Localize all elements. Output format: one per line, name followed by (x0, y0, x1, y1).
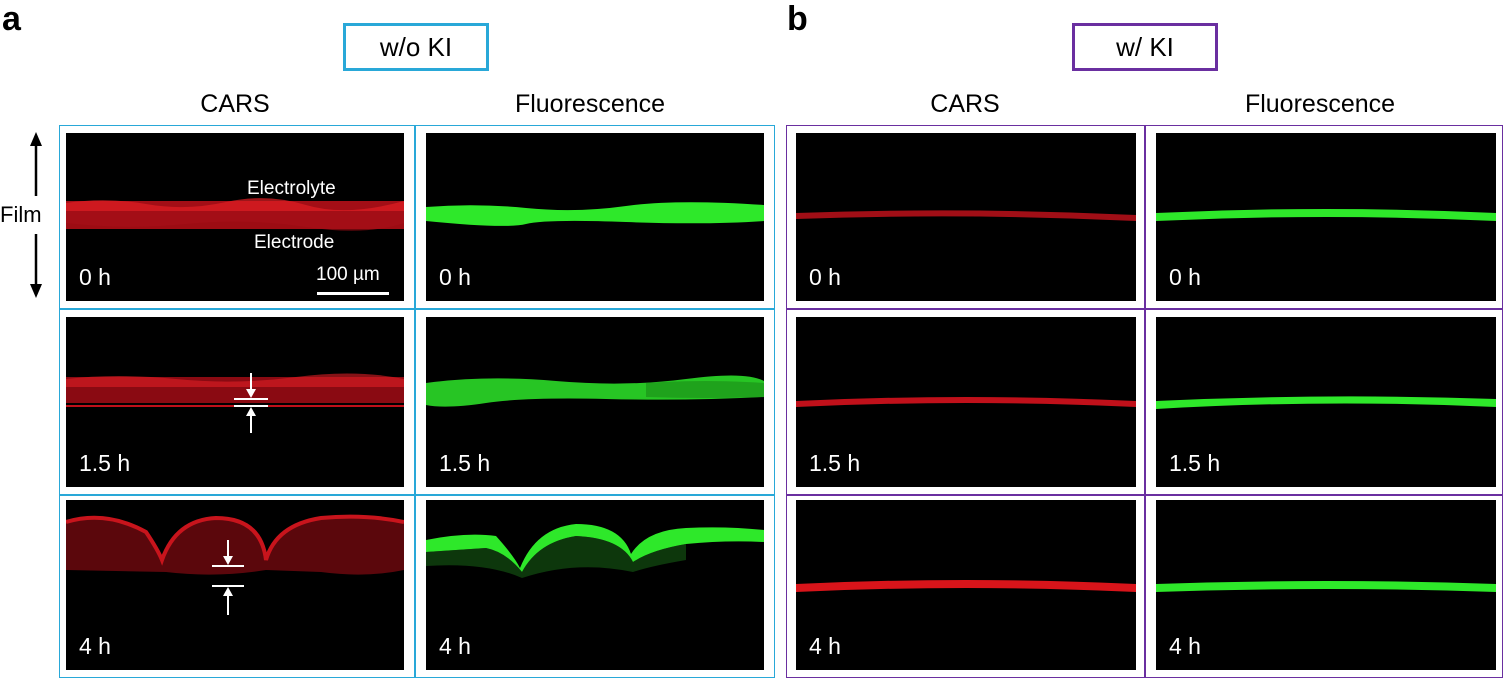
electrode-label: Electrode (254, 232, 335, 253)
divider (414, 126, 416, 677)
time-label: 0 h (439, 264, 471, 290)
time-label: 0 h (809, 264, 841, 290)
image-cars-a-0h: Electrolyte Electrode 100 µm 0 h (66, 133, 404, 301)
col-title-cars-a: CARS (200, 90, 270, 118)
time-label: 0 h (79, 264, 111, 290)
image-cars-b-1.5h: 1.5 h (796, 317, 1136, 487)
time-label: 4 h (809, 633, 841, 659)
image-cars-a-4h: 4 h (66, 500, 404, 670)
scale-bar (317, 292, 389, 295)
electrolyte-label: Electrolyte (247, 178, 336, 199)
time-label: 4 h (79, 633, 111, 659)
time-label: 1.5 h (1169, 450, 1221, 476)
film-axis: Film (0, 130, 60, 300)
divider (787, 494, 1502, 496)
condition-label: w/ KI (1116, 31, 1174, 62)
image-cars-b-4h: 4 h (796, 500, 1136, 670)
divider (787, 308, 1502, 310)
divider (60, 494, 774, 496)
divider (60, 308, 774, 310)
time-label: 4 h (439, 633, 471, 659)
image-fluorescence-b-4h: 4 h (1156, 500, 1496, 670)
col-title-cars-b: CARS (930, 90, 1000, 118)
time-label: 0 h (1169, 264, 1201, 290)
col-title-fluorescence-a: Fluorescence (514, 90, 666, 118)
time-label: 4 h (1169, 633, 1201, 659)
image-fluorescence-a-4h: 4 h (426, 500, 764, 670)
image-fluorescence-b-0h: 0 h (1156, 133, 1496, 301)
scale-bar-label: 100 µm (316, 264, 380, 285)
image-fluorescence-b-1.5h: 1.5 h (1156, 317, 1496, 487)
condition-box-with-ki: w/ KI (1072, 23, 1218, 71)
film-label: Film (0, 202, 42, 227)
panel-letter-b: b (787, 0, 808, 38)
image-cars-a-1.5h: 1.5 h (66, 317, 404, 487)
time-label: 1.5 h (79, 450, 131, 476)
time-label: 1.5 h (809, 450, 861, 476)
panel-letter-a: a (2, 0, 21, 38)
condition-label: w/o KI (379, 31, 453, 62)
image-cars-b-0h: 0 h (796, 133, 1136, 301)
divider (1144, 126, 1146, 677)
condition-box-without-ki: w/o KI (343, 23, 489, 71)
image-fluorescence-a-0h: 0 h (426, 133, 764, 301)
time-label: 1.5 h (439, 450, 491, 476)
col-title-fluorescence-b: Fluorescence (1244, 90, 1396, 118)
image-fluorescence-a-1.5h: 1.5 h (426, 317, 764, 487)
film-double-arrow-icon (30, 132, 42, 298)
